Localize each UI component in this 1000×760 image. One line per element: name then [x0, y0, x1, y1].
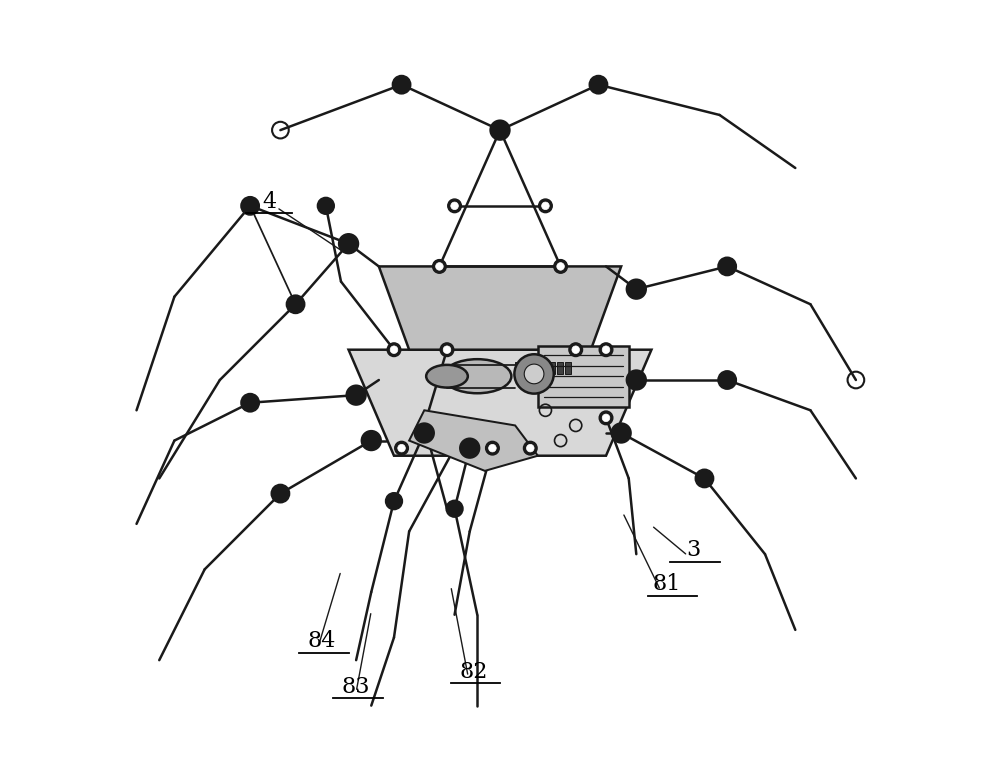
- Circle shape: [339, 234, 358, 254]
- Circle shape: [602, 346, 610, 353]
- Polygon shape: [538, 346, 629, 407]
- Text: 82: 82: [459, 660, 488, 682]
- Circle shape: [599, 343, 613, 356]
- Circle shape: [440, 343, 454, 356]
- Circle shape: [433, 260, 446, 274]
- Circle shape: [523, 442, 537, 455]
- Circle shape: [524, 364, 544, 384]
- Polygon shape: [379, 267, 621, 350]
- Circle shape: [392, 75, 411, 93]
- Circle shape: [490, 120, 510, 140]
- Circle shape: [611, 423, 631, 443]
- Bar: [515, 362, 521, 374]
- Polygon shape: [349, 350, 651, 456]
- Circle shape: [398, 445, 405, 452]
- Bar: [557, 362, 563, 374]
- Bar: [540, 362, 546, 374]
- Circle shape: [569, 343, 583, 356]
- Circle shape: [318, 198, 334, 214]
- Circle shape: [514, 354, 554, 394]
- Circle shape: [542, 202, 549, 210]
- Ellipse shape: [443, 359, 511, 393]
- Circle shape: [539, 199, 552, 213]
- Circle shape: [626, 279, 646, 299]
- Circle shape: [718, 371, 736, 389]
- Circle shape: [387, 343, 401, 356]
- Circle shape: [572, 346, 580, 353]
- Circle shape: [557, 263, 564, 271]
- Text: 3: 3: [686, 540, 700, 562]
- Bar: [548, 362, 555, 374]
- Circle shape: [589, 75, 608, 93]
- Text: 83: 83: [342, 676, 370, 698]
- Bar: [532, 362, 538, 374]
- Circle shape: [448, 199, 461, 213]
- Circle shape: [718, 258, 736, 276]
- Circle shape: [395, 442, 408, 455]
- Circle shape: [286, 295, 305, 313]
- Circle shape: [361, 431, 381, 451]
- Circle shape: [443, 346, 451, 353]
- Bar: [565, 362, 571, 374]
- Polygon shape: [409, 410, 538, 471]
- Circle shape: [436, 263, 443, 271]
- Ellipse shape: [426, 365, 468, 388]
- Circle shape: [446, 500, 463, 517]
- Circle shape: [386, 492, 402, 509]
- Circle shape: [599, 411, 613, 425]
- Circle shape: [486, 442, 499, 455]
- Circle shape: [241, 394, 259, 412]
- Circle shape: [695, 470, 714, 487]
- Circle shape: [390, 346, 398, 353]
- Circle shape: [489, 445, 496, 452]
- Circle shape: [271, 484, 289, 502]
- Circle shape: [241, 197, 259, 215]
- Text: 84: 84: [308, 630, 336, 652]
- Text: 4: 4: [262, 191, 276, 213]
- Circle shape: [626, 370, 646, 390]
- Bar: [523, 362, 530, 374]
- Circle shape: [414, 423, 434, 443]
- Circle shape: [346, 385, 366, 405]
- Circle shape: [527, 445, 534, 452]
- Text: 81: 81: [652, 574, 681, 595]
- Circle shape: [554, 260, 567, 274]
- Circle shape: [602, 414, 610, 422]
- Circle shape: [460, 439, 480, 458]
- Circle shape: [451, 202, 458, 210]
